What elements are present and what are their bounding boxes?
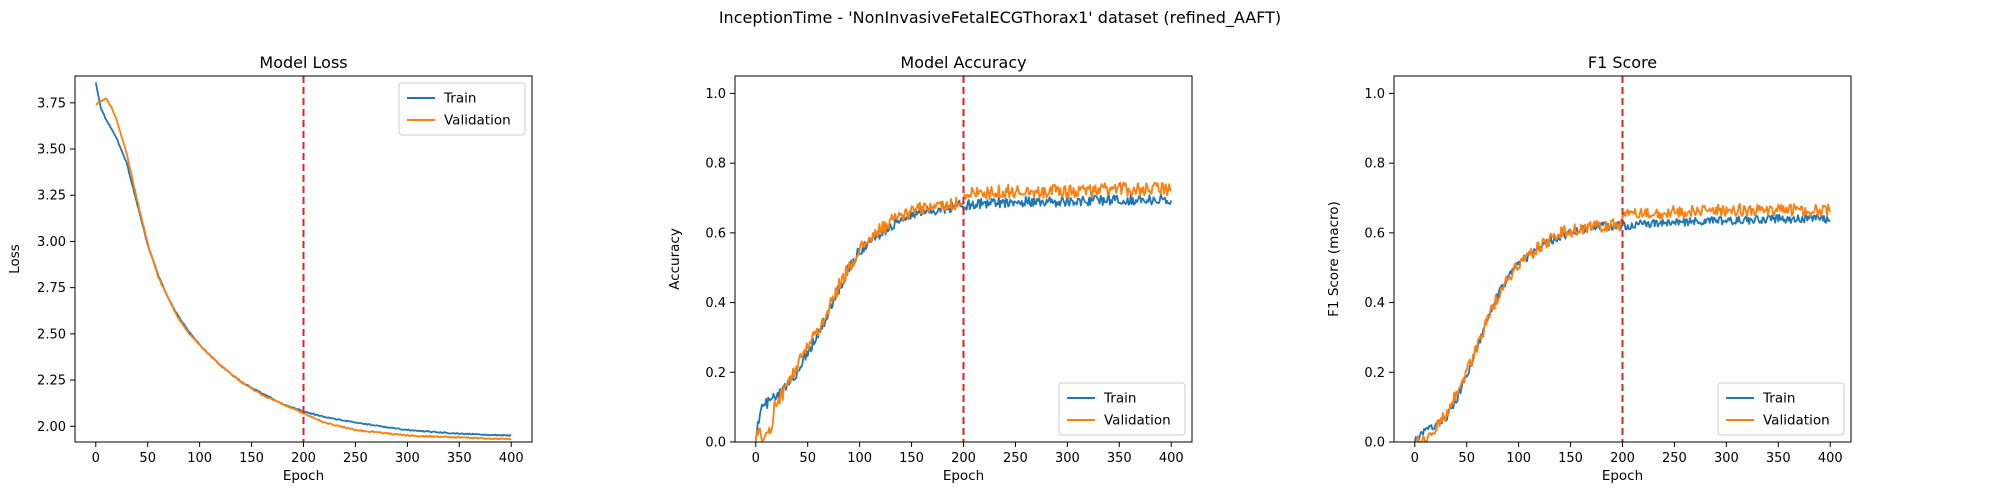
x-tick-label: 100 xyxy=(187,451,212,466)
series-line-validation xyxy=(1414,203,1832,442)
x-tick-label: 200 xyxy=(951,451,976,466)
y-tick-label: 0.2 xyxy=(1364,366,1385,381)
x-tick-label: 100 xyxy=(1506,451,1531,466)
legend-label: Validation xyxy=(1763,413,1830,429)
y-tick-label: 0.6 xyxy=(705,226,726,241)
y-tick-label: 1.0 xyxy=(1364,87,1385,102)
legend-label: Train xyxy=(1103,391,1136,407)
figure-title: InceptionTime - 'NonInvasiveFetalECGThor… xyxy=(719,8,1281,28)
x-tick-label: 50 xyxy=(1458,451,1475,466)
chart-panel-2: Model Accuracy 0 50 100 150 200 250 300 350 400 0.… xyxy=(667,53,1193,484)
legend-label: Validation xyxy=(444,113,511,129)
x-tick-label: 250 xyxy=(343,451,368,466)
x-tick-label: 150 xyxy=(899,451,924,466)
x-tick-label: 0 xyxy=(752,451,760,466)
y-axis-label: F1 Score (macro) xyxy=(1326,201,1342,317)
y-tick-label: 0.6 xyxy=(1364,226,1385,241)
chart-panels: Model Loss 0 50 100 150 200 250 300 350 400 2.00 2.… xyxy=(7,53,1852,484)
y-tick-label: 2.25 xyxy=(37,374,66,389)
y-tick-label: 2.00 xyxy=(37,420,66,435)
chart-panel-3: F1 Score 0 50 100 150 200 250 300 350 400 0.0 0.2 0.… xyxy=(1326,53,1852,484)
y-axis-label: Accuracy xyxy=(667,228,683,290)
x-tick-label: 100 xyxy=(847,451,872,466)
y-tick-label: 3.75 xyxy=(37,96,66,111)
y-tick-label: 0.4 xyxy=(1364,296,1385,311)
series-line-validation xyxy=(95,97,512,441)
legend-box xyxy=(398,82,526,136)
chart-title: F1 Score xyxy=(1588,53,1657,72)
legend: Train Validation xyxy=(1058,382,1186,436)
x-tick-label: 250 xyxy=(1003,451,1028,466)
chart-title: Model Loss xyxy=(259,53,347,72)
y-tick-label: 0.2 xyxy=(705,366,726,381)
x-axis-label: Epoch xyxy=(1602,468,1643,484)
y-tick-label: 2.75 xyxy=(37,281,66,296)
x-tick-label: 250 xyxy=(1662,451,1687,466)
x-tick-label: 200 xyxy=(1610,451,1635,466)
x-tick-label: 300 xyxy=(395,451,420,466)
x-tick-label: 0 xyxy=(1411,451,1419,466)
legend-box xyxy=(1058,382,1186,436)
x-tick-label: 300 xyxy=(1714,451,1739,466)
x-tick-label: 350 xyxy=(1107,451,1132,466)
x-tick-label: 0 xyxy=(92,451,100,466)
legend-label: Train xyxy=(1762,391,1795,407)
x-tick-label: 150 xyxy=(239,451,264,466)
x-tick-label: 50 xyxy=(139,451,156,466)
x-tick-label: 400 xyxy=(1818,451,1843,466)
y-tick-label: 3.50 xyxy=(37,143,66,158)
x-tick-label: 350 xyxy=(447,451,472,466)
series-line-train xyxy=(754,193,1173,441)
x-axis-label: Epoch xyxy=(283,468,324,484)
legend-label: Train xyxy=(443,91,476,107)
y-tick-label: 0.8 xyxy=(1364,157,1385,172)
x-axis-label: Epoch xyxy=(943,468,984,484)
chart-title: Model Accuracy xyxy=(900,53,1026,72)
y-tick-label: 2.50 xyxy=(37,327,66,342)
y-tick-label: 0.8 xyxy=(705,157,726,172)
x-tick-label: 300 xyxy=(1055,451,1080,466)
legend: Train Validation xyxy=(1717,382,1845,436)
y-tick-label: 0.0 xyxy=(1364,436,1385,451)
x-tick-label: 200 xyxy=(291,451,316,466)
x-tick-label: 50 xyxy=(799,451,816,466)
x-tick-label: 400 xyxy=(1159,451,1184,466)
y-axis-label: Loss xyxy=(7,244,23,274)
legend: Train Validation xyxy=(398,82,526,136)
y-tick-label: 1.0 xyxy=(705,87,726,102)
y-tick-label: 0.0 xyxy=(705,436,726,451)
x-tick-label: 150 xyxy=(1558,451,1583,466)
x-tick-label: 350 xyxy=(1766,451,1791,466)
y-tick-label: 3.00 xyxy=(37,235,66,250)
legend-box xyxy=(1717,382,1845,436)
x-tick-label: 400 xyxy=(499,451,524,466)
chart-panel-1: Model Loss 0 50 100 150 200 250 300 350 400 2.00 2.… xyxy=(7,53,533,484)
y-tick-label: 0.4 xyxy=(705,296,726,311)
y-tick-label: 3.25 xyxy=(37,189,66,204)
legend-label: Validation xyxy=(1104,413,1171,429)
